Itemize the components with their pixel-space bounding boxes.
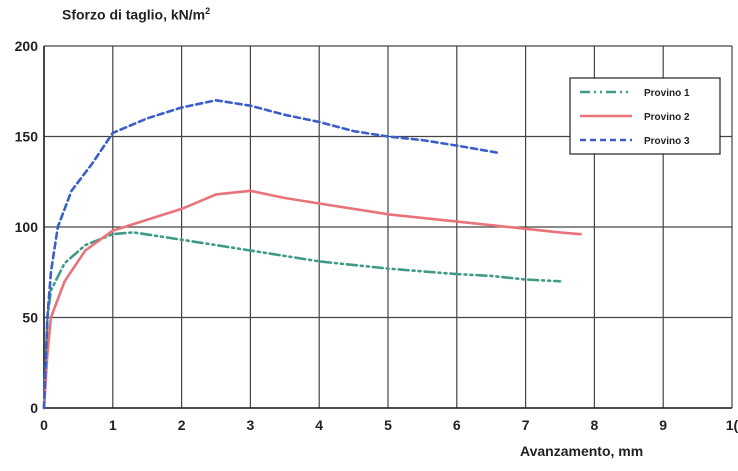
x-tick-label: 6 bbox=[453, 417, 461, 433]
legend-label: Provino 2 bbox=[644, 112, 690, 123]
legend: Provino 1 Provino 2 Provino 3 bbox=[569, 77, 721, 155]
x-tick-label: 3 bbox=[247, 417, 255, 433]
x-tick-label: 2 bbox=[178, 417, 186, 433]
y-tick-label: 200 bbox=[15, 38, 39, 54]
x-axis-label: Avanzamento, mm bbox=[520, 443, 644, 459]
legend-label: Provino 1 bbox=[644, 88, 690, 99]
legend-label: Provino 3 bbox=[644, 136, 690, 147]
y-tick-label: 0 bbox=[30, 400, 38, 416]
x-tick-label: 8 bbox=[591, 417, 599, 433]
series-line-3 bbox=[42, 99, 500, 410]
x-tick-label: 1( bbox=[726, 417, 738, 433]
x-tick-label: 7 bbox=[522, 417, 530, 433]
y-tick-label: 100 bbox=[15, 219, 39, 235]
y-axis-label: Sforzo di taglio, kN/m2 bbox=[62, 6, 211, 23]
series-line-1 bbox=[42, 231, 562, 410]
series-line-2 bbox=[42, 189, 582, 410]
x-tick-label: 9 bbox=[659, 417, 667, 433]
x-tick-label: 5 bbox=[384, 417, 392, 433]
y-tick-label: 50 bbox=[22, 310, 38, 326]
x-tick-label: 0 bbox=[40, 417, 48, 433]
x-tick-label: 4 bbox=[315, 417, 323, 433]
y-tick-label: 150 bbox=[15, 129, 39, 145]
x-tick-label: 1 bbox=[109, 417, 117, 433]
